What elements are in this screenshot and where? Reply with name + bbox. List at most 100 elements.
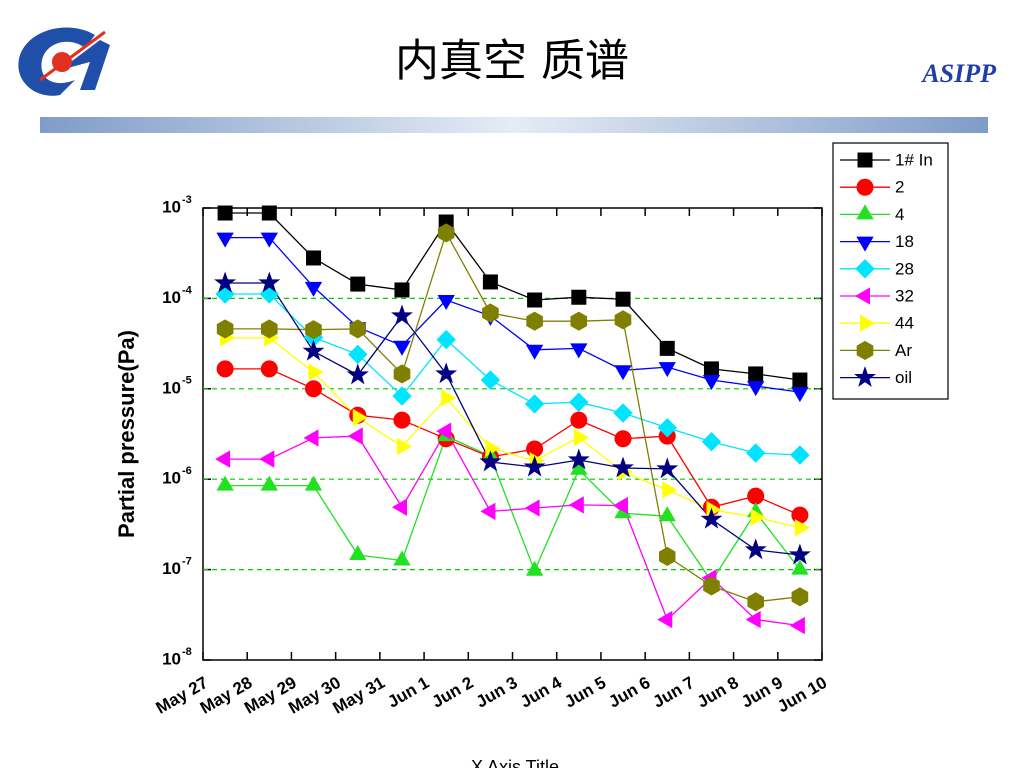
marker — [260, 475, 278, 491]
marker — [305, 380, 323, 398]
marker — [392, 386, 412, 406]
marker — [303, 429, 319, 447]
marker — [747, 592, 764, 612]
marker — [745, 443, 766, 463]
marker — [258, 271, 281, 293]
x-tick-label: Jun 7 — [650, 673, 698, 712]
legend-box — [832, 142, 949, 400]
marker — [479, 450, 502, 472]
marker — [216, 475, 234, 491]
marker — [260, 232, 278, 248]
marker — [215, 450, 231, 468]
marker — [527, 292, 543, 308]
marker — [613, 496, 628, 515]
marker — [346, 363, 369, 385]
logo — [18, 27, 110, 96]
marker — [393, 411, 411, 429]
marker — [482, 303, 499, 323]
marker — [216, 360, 234, 378]
series-line — [225, 236, 800, 393]
marker — [750, 508, 766, 526]
marker — [656, 457, 679, 479]
series-line — [225, 368, 801, 516]
marker — [392, 498, 407, 516]
marker — [215, 284, 235, 304]
marker — [570, 459, 588, 475]
marker — [747, 381, 765, 397]
legend: 1# In 2 4 18 28 32 44 Ar oil — [840, 150, 933, 387]
y-tick-label: 10 — [162, 197, 181, 216]
marker — [569, 392, 589, 412]
marker — [791, 506, 809, 524]
marker — [856, 204, 874, 220]
marker — [571, 289, 587, 305]
marker — [857, 152, 873, 168]
marker — [526, 311, 543, 331]
marker — [745, 610, 761, 629]
x-tick-label: May 31 — [329, 673, 388, 718]
y-tick-exponent: -5 — [182, 375, 192, 387]
marker — [349, 319, 366, 339]
marker — [393, 340, 411, 356]
y-tick-exponent: -7 — [182, 556, 192, 568]
marker — [702, 375, 721, 390]
marker — [436, 422, 452, 440]
header-bar — [40, 117, 988, 133]
marker — [391, 304, 413, 326]
legend-label: Ar — [895, 341, 912, 360]
y-tick-exponent: -6 — [182, 465, 192, 477]
marker — [701, 431, 722, 452]
marker — [658, 506, 676, 522]
y-tick-exponent: -3 — [182, 194, 192, 206]
marker — [744, 538, 767, 560]
series-line — [225, 435, 801, 583]
x-axis-title: X Axis Title — [471, 757, 559, 768]
marker — [573, 428, 589, 447]
marker — [659, 546, 676, 566]
y-tick-label: 10 — [162, 649, 181, 668]
marker — [480, 502, 496, 521]
legend-label: oil — [895, 368, 912, 387]
marker — [855, 259, 875, 279]
marker — [659, 340, 675, 356]
x-tick-label: Jun 5 — [561, 673, 609, 712]
marker — [347, 427, 363, 445]
y-tick-label: 10 — [162, 469, 181, 488]
marker — [306, 250, 322, 266]
marker — [216, 319, 234, 339]
marker — [216, 232, 234, 248]
y-tick-label: 10 — [162, 559, 181, 578]
marker — [526, 440, 544, 458]
marker — [570, 411, 588, 429]
marker — [260, 360, 278, 378]
marker — [615, 291, 631, 307]
marker — [261, 319, 278, 339]
marker — [524, 394, 545, 414]
marker — [792, 372, 808, 388]
marker — [393, 550, 411, 566]
marker — [700, 507, 723, 529]
legend-label: 4 — [895, 205, 904, 224]
x-tick-label: Jun 1 — [384, 673, 432, 712]
y-tick-label: 10 — [162, 288, 181, 307]
y-tick-label: 10 — [162, 378, 181, 397]
marker — [856, 178, 874, 196]
legend-label: 2 — [895, 178, 904, 197]
marker — [308, 363, 324, 381]
marker — [480, 370, 501, 390]
marker — [614, 430, 632, 448]
marker — [791, 559, 809, 575]
marker — [349, 544, 367, 560]
marker — [397, 437, 412, 456]
marker — [523, 455, 546, 477]
marker — [703, 576, 720, 596]
marker — [525, 560, 544, 576]
legend-label: 32 — [895, 286, 914, 305]
series-line — [225, 429, 800, 627]
marker — [658, 362, 676, 378]
marker — [394, 282, 410, 298]
marker — [860, 314, 875, 332]
marker — [436, 329, 456, 350]
marker — [568, 496, 584, 514]
